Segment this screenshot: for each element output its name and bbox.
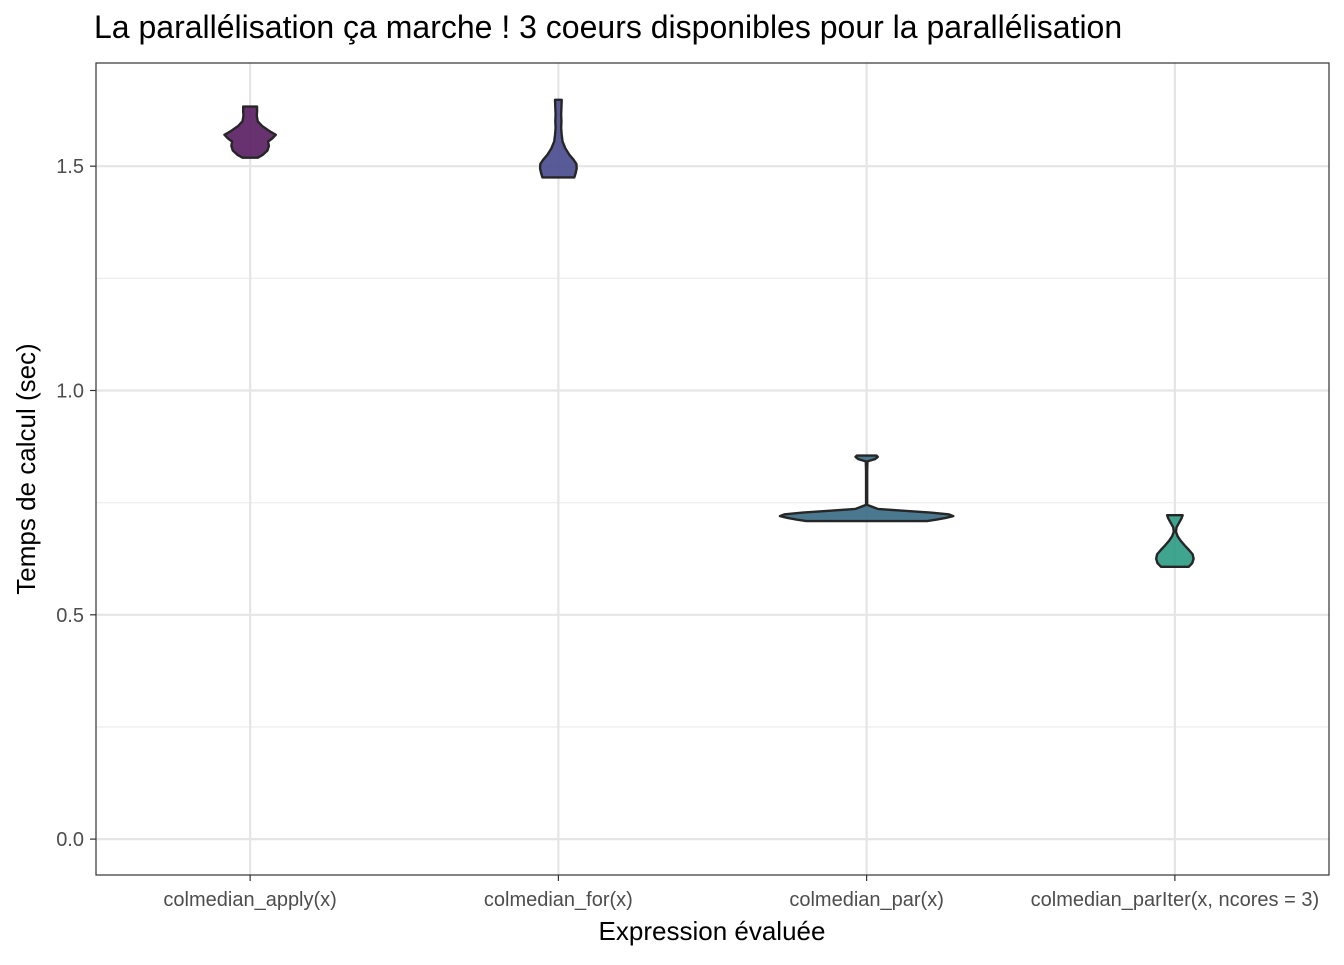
y-tick-label: 1.5 <box>56 156 84 178</box>
plot-panel <box>96 63 1329 875</box>
violins <box>223 98 1195 568</box>
violin-4 <box>1154 514 1195 568</box>
plot-panel-border <box>95 62 1330 876</box>
y-tick-label: 1.0 <box>56 380 84 402</box>
violin-1 <box>223 105 277 159</box>
x-axis-ticks: colmedian_apply(x) colmedian_for(x) colmed… <box>163 875 1319 911</box>
violin-3 <box>778 454 955 523</box>
x-tick-label: colmedian_parIter(x, ncores = 3) <box>1031 889 1319 911</box>
x-axis-title: Expression évaluée <box>599 916 826 946</box>
y-tick-label: 0.5 <box>56 605 84 627</box>
x-tick-label: colmedian_for(x) <box>484 889 633 911</box>
y-axis-title: Temps de calcul (sec) <box>11 343 41 594</box>
y-axis-ticks: 0.0 0.5 1.0 1.5 <box>56 156 96 851</box>
y-tick-label: 0.0 <box>56 829 84 851</box>
chart-title: La parallélisation ça marche ! 3 coeurs … <box>94 9 1122 45</box>
violin-2 <box>538 98 578 179</box>
x-tick-label: colmedian_apply(x) <box>163 889 336 911</box>
x-tick-label: colmedian_par(x) <box>789 889 944 911</box>
